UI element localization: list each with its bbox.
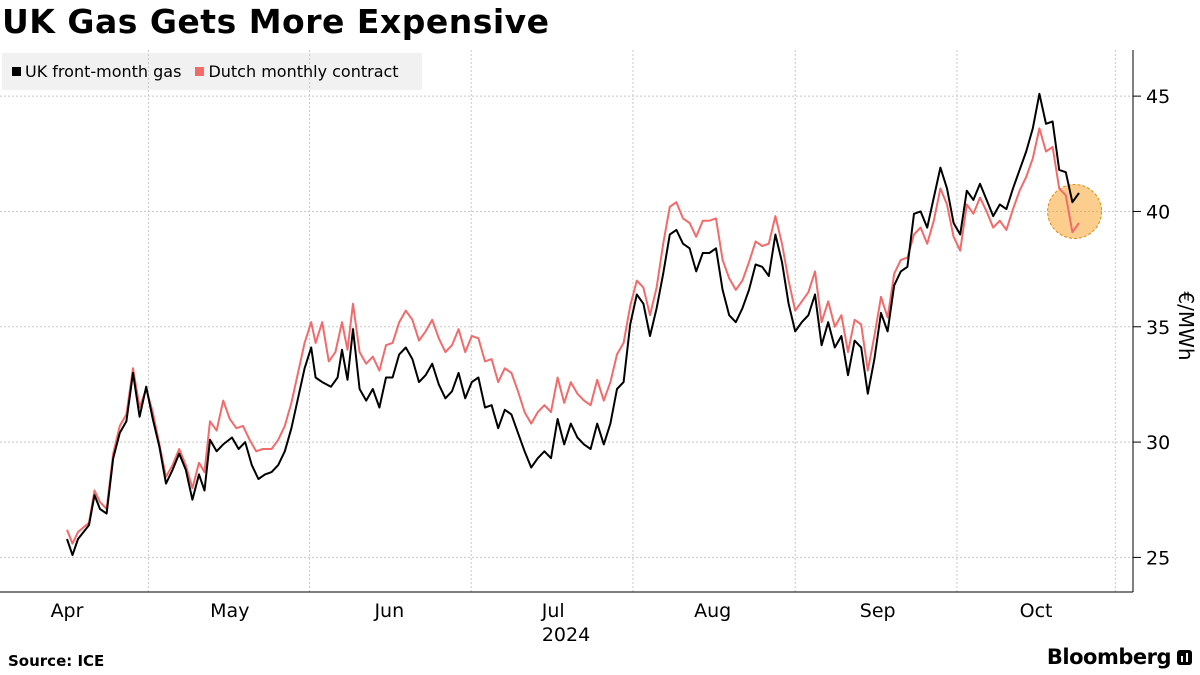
y-tick-label-45: 45 bbox=[1146, 86, 1170, 108]
highlight-circle bbox=[1047, 183, 1103, 239]
legend-label-uk: UK front-month gas bbox=[25, 62, 182, 81]
x-tick-label-apr: Apr bbox=[51, 600, 84, 622]
source-note: Source: ICE bbox=[8, 652, 105, 670]
y-tick-label-30: 30 bbox=[1146, 432, 1170, 454]
x-tick-label-sep: Sep bbox=[860, 600, 896, 622]
x-year-label: 2024 bbox=[542, 624, 590, 646]
x-tick-label-oct: Oct bbox=[1020, 600, 1053, 622]
y-tick-label-40: 40 bbox=[1146, 201, 1170, 223]
legend-item-uk: UK front-month gas bbox=[12, 62, 181, 81]
brand-wordmark: Bloomberg bbox=[1046, 645, 1172, 669]
x-tick-label-may: May bbox=[210, 600, 249, 622]
y-tick-label-25: 25 bbox=[1146, 547, 1170, 569]
legend-label-dutch: Dutch monthly contract bbox=[208, 62, 399, 81]
legend-swatch-uk bbox=[12, 67, 21, 76]
x-tick-label-aug: Aug bbox=[694, 600, 731, 622]
brand-logo: Bloomberg bbox=[1047, 645, 1192, 669]
series-line-dutch bbox=[66, 127, 1080, 545]
legend-swatch-dutch bbox=[195, 67, 205, 76]
x-tick-label-jun: Jun bbox=[373, 600, 404, 622]
legend: UK front-month gas Dutch monthly contrac… bbox=[2, 53, 422, 90]
y-axis-title: €/MWh bbox=[1174, 291, 1198, 360]
legend-item-dutch: Dutch monthly contract bbox=[195, 62, 399, 81]
bloomberg-bars-icon bbox=[1177, 649, 1192, 665]
y-tick-label-35: 35 bbox=[1146, 317, 1170, 339]
x-tick-label-jul: Jul bbox=[541, 600, 565, 622]
chart-title: UK Gas Gets More Expensive bbox=[2, 2, 550, 41]
series-line-uk bbox=[66, 92, 1080, 557]
